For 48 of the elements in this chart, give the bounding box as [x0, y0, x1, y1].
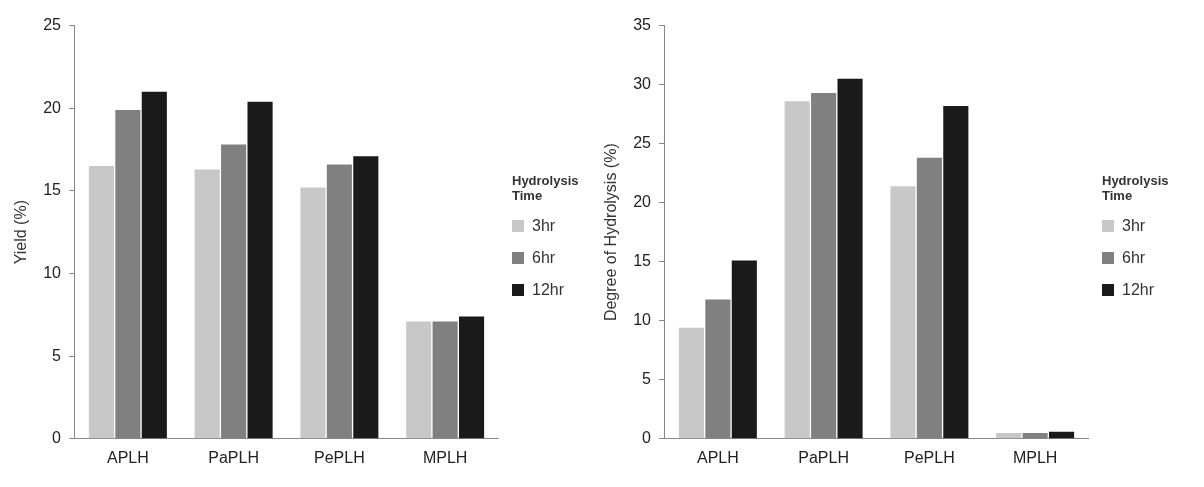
- bar: [678, 327, 704, 439]
- bar: [943, 105, 969, 439]
- bar: [406, 321, 432, 439]
- bar: [194, 169, 220, 439]
- y-tick-label: 5: [52, 346, 62, 364]
- y-tick-label: 25: [43, 16, 62, 34]
- legend-title: Hydrolysis Time: [512, 173, 580, 203]
- bar: [731, 260, 757, 439]
- bar: [837, 78, 863, 439]
- x-tick-label: APLH: [696, 448, 739, 466]
- y-tick-label: 10: [43, 263, 62, 281]
- bar: [247, 101, 273, 439]
- x-tick-label: PePLH: [904, 448, 955, 466]
- legend-label: 12hr: [1122, 281, 1155, 299]
- y-tick-label: 15: [43, 181, 62, 199]
- bar: [141, 91, 167, 439]
- y-tick-label: 20: [633, 193, 652, 211]
- bar: [996, 432, 1022, 439]
- bar: [459, 316, 485, 439]
- legend-label: 6hr: [532, 249, 556, 267]
- y-tick-label: 10: [633, 311, 652, 329]
- bar: [784, 101, 810, 439]
- bar: [1049, 431, 1075, 439]
- legend-label: 3hr: [1122, 217, 1146, 235]
- legend-label: 6hr: [1122, 249, 1146, 267]
- legend-title: Hydrolysis Time: [1102, 173, 1170, 203]
- x-tick-label: APLH: [106, 448, 149, 466]
- y-axis-title: Degree of Hydrolysis (%): [602, 143, 620, 322]
- x-tick-label: PaPLH: [798, 448, 849, 466]
- bar: [890, 186, 916, 439]
- x-tick-label: MPLH: [422, 448, 468, 466]
- legend-label: 12hr: [532, 281, 565, 299]
- y-tick-label: 30: [633, 75, 652, 93]
- x-tick-label: PePLH: [314, 448, 365, 466]
- y-tick-label: 25: [633, 134, 652, 152]
- y-tick-label: 15: [633, 252, 652, 270]
- bar: [353, 156, 379, 439]
- y-tick-label: 35: [633, 16, 652, 34]
- y-tick-label: 0: [642, 429, 652, 447]
- y-tick-label: 5: [642, 370, 652, 388]
- legend-label: 3hr: [532, 217, 556, 235]
- bar: [300, 187, 326, 439]
- bar: [88, 166, 114, 439]
- y-tick-label: 20: [43, 98, 62, 116]
- x-tick-label: MPLH: [1012, 448, 1058, 466]
- x-tick-label: PaPLH: [208, 448, 259, 466]
- y-tick-label: 0: [52, 429, 62, 447]
- y-axis-title: Yield (%): [12, 200, 30, 265]
